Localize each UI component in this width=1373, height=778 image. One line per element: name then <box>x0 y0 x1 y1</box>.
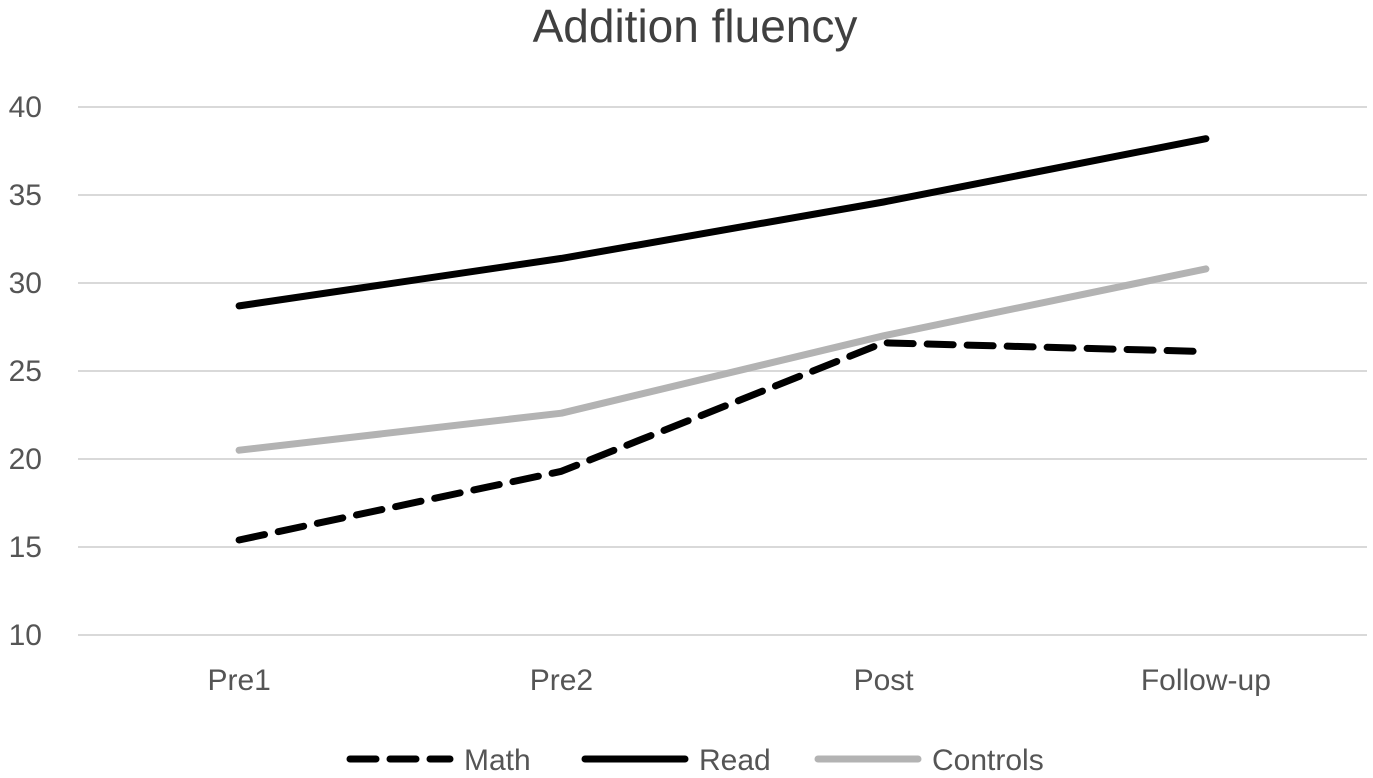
y-tick-label: 30 <box>9 267 42 300</box>
chart-title: Addition fluency <box>533 0 858 52</box>
y-tick-label: 40 <box>9 91 42 124</box>
x-tick-label: Pre2 <box>530 664 593 697</box>
y-tick-label: 35 <box>9 179 42 212</box>
x-axis-tick-labels: Pre1 Pre2 Post Follow-up <box>207 664 1270 697</box>
legend-label: Math <box>464 744 531 777</box>
legend-label: Read <box>699 744 771 777</box>
series-line-math <box>235 339 1210 544</box>
x-tick-label: Follow-up <box>1141 664 1271 697</box>
legend-item-read: Read <box>581 744 771 777</box>
series-lines <box>235 135 1210 544</box>
x-tick-label: Post <box>854 664 915 697</box>
x-tick-label: Pre1 <box>207 664 270 697</box>
series-line-controls <box>235 265 1210 454</box>
y-tick-label: 10 <box>9 619 42 652</box>
y-axis-tick-labels: 10 15 20 25 30 35 40 <box>9 91 42 652</box>
y-tick-label: 25 <box>9 355 42 388</box>
legend: Math Read Controls <box>346 744 1044 777</box>
series-line-read <box>235 135 1210 310</box>
y-tick-label: 15 <box>9 531 42 564</box>
y-tick-label: 20 <box>9 443 42 476</box>
gridlines <box>78 106 1367 636</box>
legend-label: Controls <box>932 744 1044 777</box>
legend-item-controls: Controls <box>814 744 1044 777</box>
legend-item-math: Math <box>346 744 531 777</box>
